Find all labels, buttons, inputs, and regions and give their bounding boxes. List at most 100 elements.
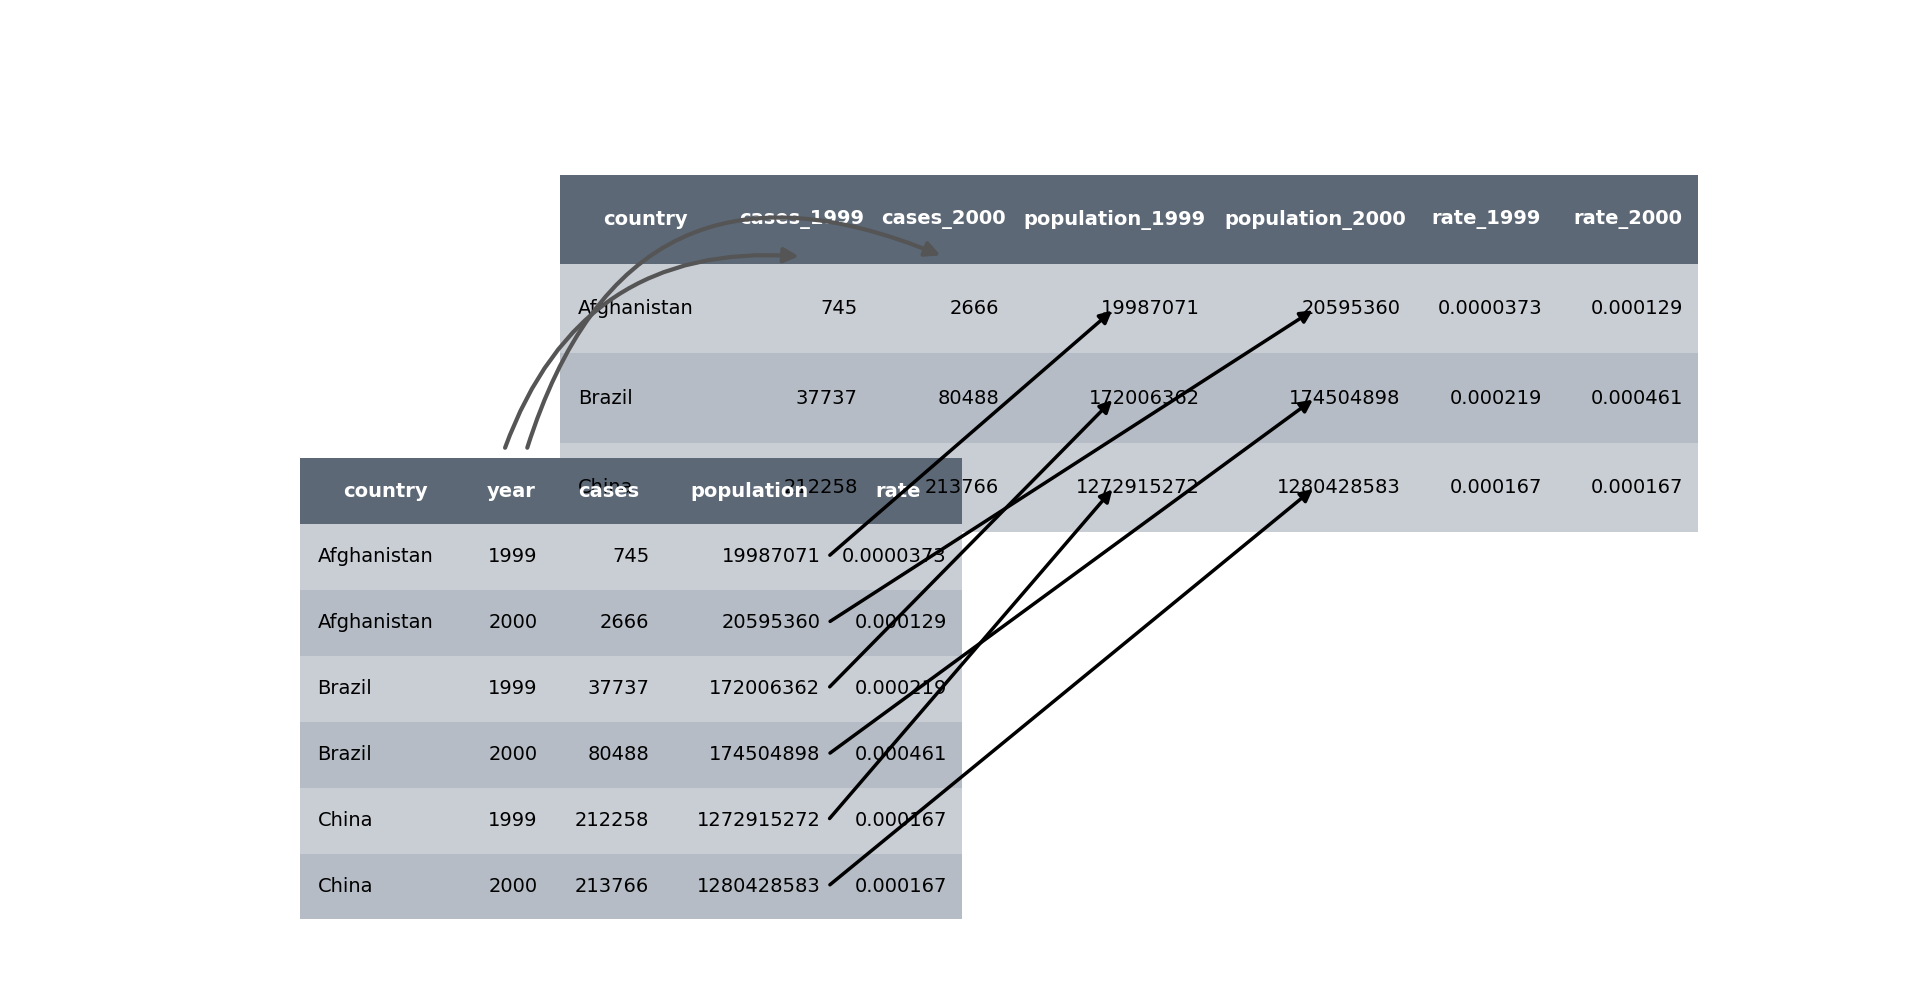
Text: 213766: 213766 <box>925 477 998 496</box>
Bar <box>1557 353 1697 443</box>
Text: China: China <box>317 811 372 830</box>
Text: rate: rate <box>876 481 922 500</box>
Bar <box>664 854 835 919</box>
Text: 0.000167: 0.000167 <box>854 811 947 830</box>
Text: 20595360: 20595360 <box>722 613 820 632</box>
Text: 2666: 2666 <box>599 613 649 632</box>
Bar <box>553 590 664 656</box>
Text: 0.000167: 0.000167 <box>1450 477 1542 496</box>
Bar <box>553 722 664 787</box>
Text: 1280428583: 1280428583 <box>1277 477 1402 496</box>
Bar <box>300 656 470 722</box>
Bar <box>561 443 732 532</box>
Bar <box>732 264 872 353</box>
Bar <box>1215 264 1415 353</box>
Bar <box>664 524 835 590</box>
Bar <box>835 590 962 656</box>
Text: 37737: 37737 <box>795 389 858 408</box>
Text: 2000: 2000 <box>488 745 538 764</box>
Bar <box>1014 264 1215 353</box>
Bar <box>872 353 1014 443</box>
Bar <box>1215 175 1415 264</box>
Bar <box>300 458 470 524</box>
Text: 2000: 2000 <box>488 613 538 632</box>
Bar <box>835 458 962 524</box>
Bar <box>470 524 553 590</box>
Bar <box>553 524 664 590</box>
Bar <box>732 443 872 532</box>
Text: 37737: 37737 <box>588 680 649 698</box>
Bar <box>300 524 470 590</box>
Bar <box>1557 264 1697 353</box>
Text: Brazil: Brazil <box>317 680 372 698</box>
Text: China: China <box>578 477 634 496</box>
Bar <box>553 787 664 854</box>
Bar <box>470 854 553 919</box>
Bar <box>835 787 962 854</box>
Text: Afghanistan: Afghanistan <box>578 299 693 318</box>
Text: 19987071: 19987071 <box>1100 299 1200 318</box>
Bar <box>1014 353 1215 443</box>
Text: 1999: 1999 <box>488 680 538 698</box>
Text: Brazil: Brazil <box>317 745 372 764</box>
Text: rate_1999: rate_1999 <box>1432 210 1542 230</box>
Bar <box>553 656 664 722</box>
Bar <box>1215 443 1415 532</box>
Text: 745: 745 <box>820 299 858 318</box>
Text: cases_2000: cases_2000 <box>881 210 1006 230</box>
Text: 0.0000373: 0.0000373 <box>1438 299 1542 318</box>
Bar <box>1014 175 1215 264</box>
Bar <box>470 787 553 854</box>
Bar <box>1415 264 1557 353</box>
Bar <box>872 443 1014 532</box>
Bar <box>1557 443 1697 532</box>
Bar <box>732 175 872 264</box>
Bar <box>835 524 962 590</box>
Bar <box>561 264 732 353</box>
Text: 0.000167: 0.000167 <box>854 877 947 896</box>
Text: rate_2000: rate_2000 <box>1572 210 1682 230</box>
Text: 2666: 2666 <box>948 299 998 318</box>
Bar <box>872 264 1014 353</box>
Bar <box>300 854 470 919</box>
Text: 1272915272: 1272915272 <box>697 811 820 830</box>
Text: country: country <box>603 210 687 230</box>
Text: Afghanistan: Afghanistan <box>317 548 434 567</box>
Text: Brazil: Brazil <box>578 389 632 408</box>
Bar <box>835 722 962 787</box>
Text: 0.000461: 0.000461 <box>1592 389 1684 408</box>
Bar <box>835 854 962 919</box>
Text: 172006362: 172006362 <box>1089 389 1200 408</box>
Text: 174504898: 174504898 <box>708 745 820 764</box>
Bar <box>1415 175 1557 264</box>
Text: 0.000461: 0.000461 <box>854 745 947 764</box>
Bar <box>300 590 470 656</box>
Text: 0.000219: 0.000219 <box>854 680 947 698</box>
Text: Afghanistan: Afghanistan <box>317 613 434 632</box>
Bar <box>470 458 553 524</box>
Text: population_1999: population_1999 <box>1023 209 1206 230</box>
Bar <box>732 353 872 443</box>
Bar <box>470 722 553 787</box>
Text: 1280428583: 1280428583 <box>697 877 820 896</box>
Text: 1272915272: 1272915272 <box>1075 477 1200 496</box>
Text: cases: cases <box>578 481 639 500</box>
Bar <box>664 458 835 524</box>
Text: 0.000129: 0.000129 <box>1592 299 1684 318</box>
Text: 212258: 212258 <box>574 811 649 830</box>
Bar <box>1215 353 1415 443</box>
Text: 0.0000373: 0.0000373 <box>843 548 947 567</box>
Text: 213766: 213766 <box>574 877 649 896</box>
Bar <box>835 656 962 722</box>
Text: 20595360: 20595360 <box>1302 299 1402 318</box>
Bar <box>561 353 732 443</box>
Text: 80488: 80488 <box>937 389 998 408</box>
Text: cases_1999: cases_1999 <box>739 210 864 230</box>
Text: year: year <box>488 481 536 500</box>
Text: 1999: 1999 <box>488 548 538 567</box>
Bar <box>1014 443 1215 532</box>
Text: population: population <box>691 481 808 500</box>
Bar <box>561 175 732 264</box>
Bar <box>470 590 553 656</box>
Bar <box>1557 175 1697 264</box>
